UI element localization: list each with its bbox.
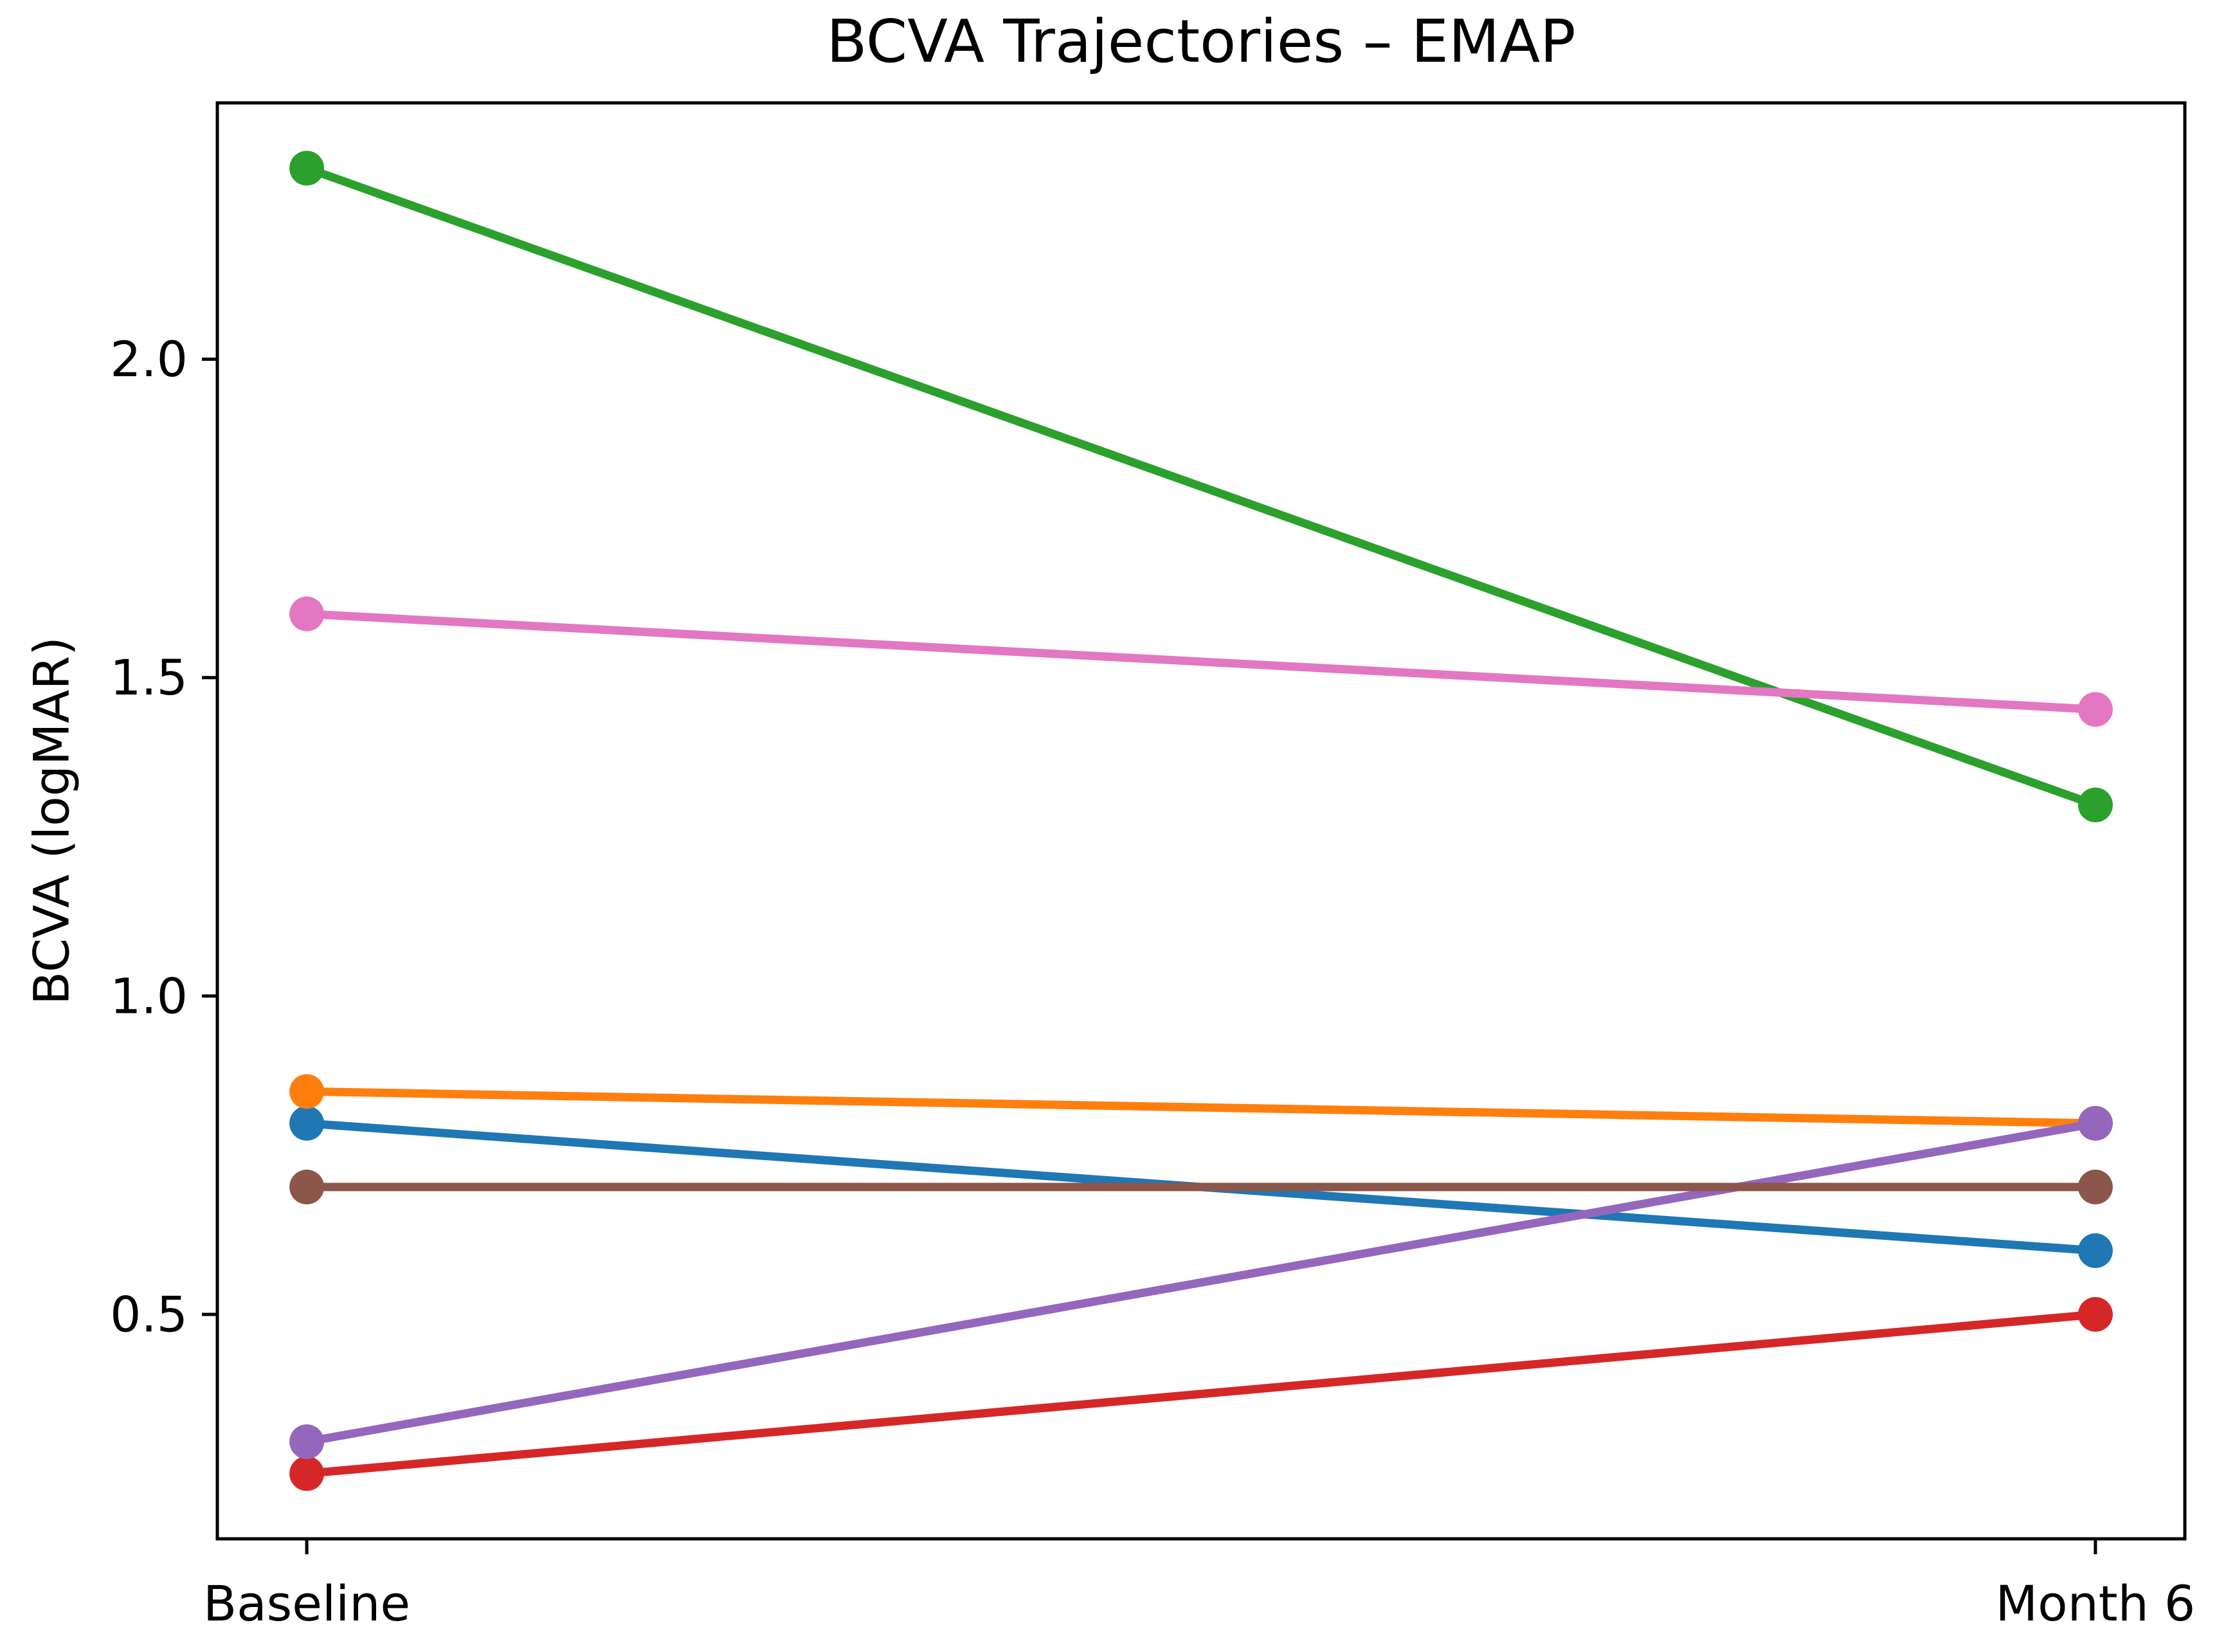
blue-trajectory-marker-baseline xyxy=(289,1105,325,1141)
purple-trajectory-marker-month-6 xyxy=(2077,1105,2113,1141)
x-axis-tick-label: Baseline xyxy=(203,1575,410,1632)
y-axis-tick-label: 0.5 xyxy=(110,1285,188,1343)
chart-title: BCVA Trajectories – EMAP xyxy=(826,7,1575,76)
y-axis-tick-label: 1.0 xyxy=(110,967,188,1024)
red-trajectory-marker-baseline xyxy=(289,1456,325,1491)
y-axis-tick-label: 1.5 xyxy=(110,649,188,706)
x-axis-tick-label: Month 6 xyxy=(1996,1575,2196,1632)
orange-trajectory-line xyxy=(302,1087,2100,1128)
red-trajectory-line xyxy=(302,1310,2100,1478)
y-axis-tick-label: 2.0 xyxy=(110,331,188,388)
green-trajectory-line xyxy=(302,164,2100,810)
green-trajectory-marker-month-6 xyxy=(2077,787,2113,822)
pink-trajectory-line xyxy=(302,610,2100,714)
orange-trajectory-marker-baseline xyxy=(289,1074,325,1109)
green-trajectory-marker-baseline xyxy=(289,150,325,186)
purple-trajectory-line xyxy=(302,1119,2100,1446)
blue-trajectory-marker-month-6 xyxy=(2077,1233,2113,1268)
pink-trajectory-marker-baseline xyxy=(289,596,325,631)
y-axis-label: BCVA (logMAR) xyxy=(23,637,80,1005)
pink-trajectory-marker-month-6 xyxy=(2077,692,2113,727)
purple-trajectory-marker-baseline xyxy=(289,1424,325,1459)
axes-spines xyxy=(215,101,2187,1541)
brown-trajectory-marker-month-6 xyxy=(2077,1169,2113,1204)
brown-trajectory-marker-baseline xyxy=(289,1169,325,1204)
red-trajectory-marker-month-6 xyxy=(2077,1296,2113,1332)
